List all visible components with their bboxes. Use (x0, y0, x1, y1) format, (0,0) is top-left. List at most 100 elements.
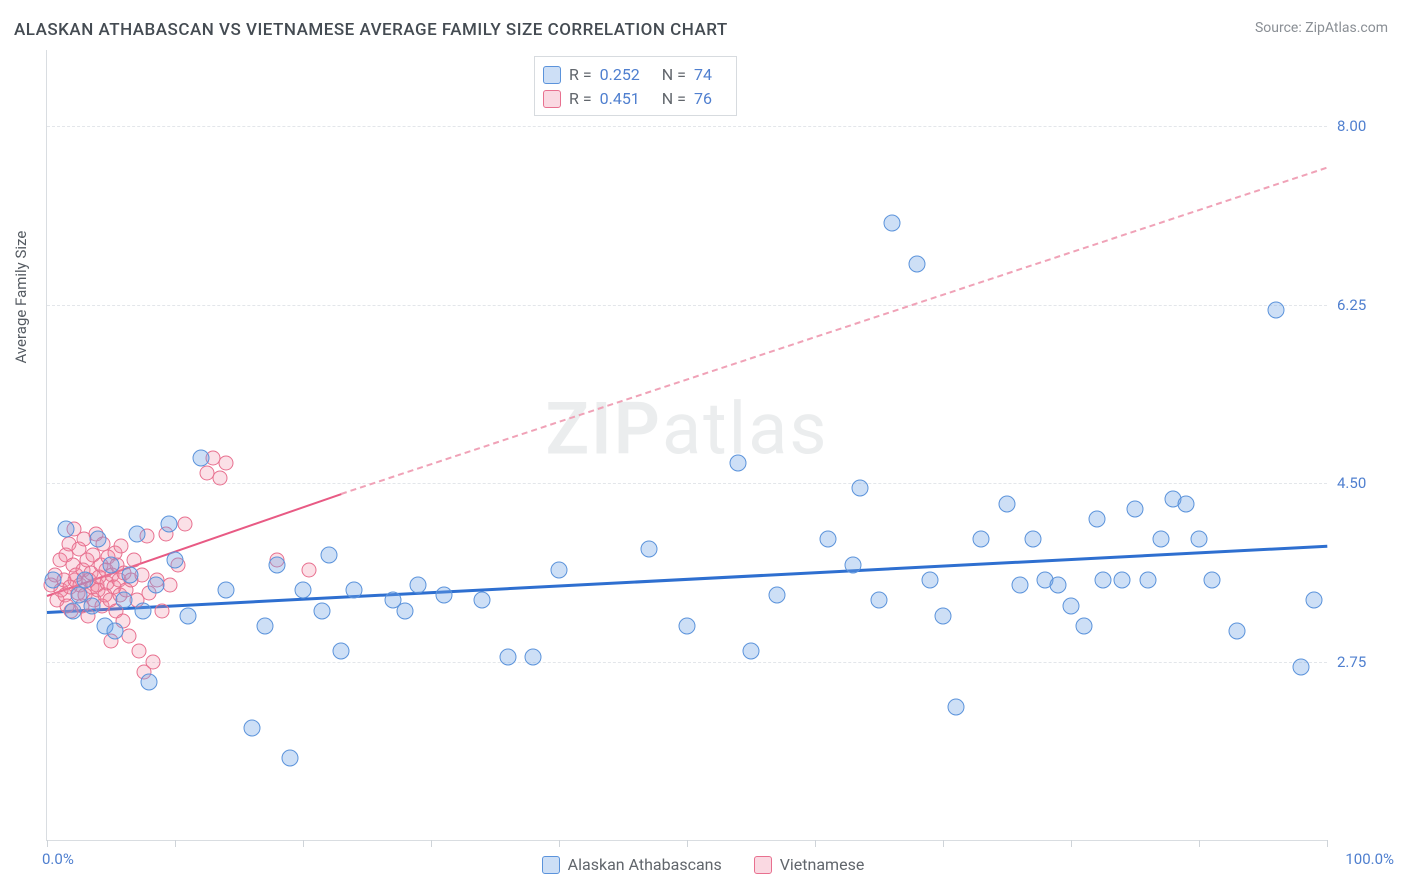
data-point-blue (295, 582, 312, 599)
r-value: 0.451 (600, 87, 640, 111)
data-point-blue (922, 572, 939, 589)
data-point-blue (160, 516, 177, 533)
legend-item-blue: Alaskan Athabascans (542, 855, 722, 874)
data-point-blue (1139, 572, 1156, 589)
data-point-blue (1088, 510, 1105, 527)
gridline (47, 662, 1327, 663)
data-point-blue (1306, 592, 1323, 609)
data-point-pink (146, 654, 161, 669)
data-point-blue (122, 566, 139, 583)
data-point-blue (909, 256, 926, 273)
data-point-blue (1011, 577, 1028, 594)
r-label: R = (569, 87, 592, 111)
data-point-pink (178, 517, 193, 532)
legend-label: Alaskan Athabascans (568, 855, 722, 874)
data-point-blue (269, 556, 286, 573)
data-point-blue (474, 592, 491, 609)
data-point-blue (1267, 301, 1284, 318)
data-point-pink (114, 539, 129, 554)
watermark: ZIPatlas (545, 387, 828, 472)
swatch-pink-icon (543, 90, 561, 108)
x-tick (943, 840, 944, 847)
data-point-blue (1178, 495, 1195, 512)
data-point-blue (58, 521, 75, 538)
data-point-pink (162, 578, 177, 593)
swatch-blue-icon (542, 856, 560, 874)
x-tick (47, 840, 48, 847)
gridline (47, 483, 1327, 484)
data-point-blue (1229, 623, 1246, 640)
data-point-blue (1152, 531, 1169, 548)
data-point-blue (1024, 531, 1041, 548)
data-point-blue (679, 617, 696, 634)
legend-stats-row-blue: R = 0.252 N = 74 (543, 63, 726, 87)
data-point-blue (1191, 531, 1208, 548)
data-point-blue (851, 480, 868, 497)
data-point-blue (435, 587, 452, 604)
source-attribution: Source: ZipAtlas.com (1255, 20, 1388, 36)
legend-item-pink: Vietnamese (754, 855, 865, 874)
data-point-blue (1293, 658, 1310, 675)
data-point-blue (410, 577, 427, 594)
data-point-blue (192, 449, 209, 466)
data-point-blue (90, 531, 107, 548)
data-point-blue (1063, 597, 1080, 614)
n-value: 76 (694, 87, 712, 111)
n-label: N = (662, 87, 686, 111)
data-point-blue (135, 602, 152, 619)
data-point-blue (640, 541, 657, 558)
n-value: 74 (694, 63, 712, 87)
data-point-blue (768, 587, 785, 604)
x-tick (1327, 840, 1328, 847)
data-point-blue (935, 607, 952, 624)
r-value: 0.252 (600, 63, 640, 87)
data-point-blue (499, 648, 516, 665)
y-tick-label: 8.00 (1337, 117, 1366, 135)
data-point-blue (819, 531, 836, 548)
data-point-pink (155, 603, 170, 618)
data-point-pink (132, 644, 147, 659)
data-point-blue (147, 577, 164, 594)
data-point-blue (1114, 572, 1131, 589)
gridline (47, 126, 1327, 127)
chart-title: ALASKAN ATHABASCAN VS VIETNAMESE AVERAGE… (14, 20, 728, 40)
data-point-blue (1127, 500, 1144, 517)
data-point-pink (219, 455, 234, 470)
x-tick (1071, 840, 1072, 847)
y-axis-label: Average Family Size (12, 231, 30, 364)
data-point-blue (103, 556, 120, 573)
n-label: N = (662, 63, 686, 87)
data-point-blue (871, 592, 888, 609)
data-point-blue (973, 531, 990, 548)
legend-label: Vietnamese (780, 855, 865, 874)
data-point-blue (106, 623, 123, 640)
data-point-blue (743, 643, 760, 660)
legend-stats-row-pink: R = 0.451 N = 76 (543, 87, 726, 111)
data-point-blue (115, 592, 132, 609)
legend-stats: R = 0.252 N = 74 R = 0.451 N = 76 (534, 56, 737, 116)
data-point-blue (243, 719, 260, 736)
data-point-blue (999, 495, 1016, 512)
x-tick (175, 840, 176, 847)
data-point-blue (947, 699, 964, 716)
data-point-blue (551, 561, 568, 578)
gridline (47, 305, 1327, 306)
y-tick-label: 4.50 (1337, 474, 1366, 492)
data-point-blue (179, 607, 196, 624)
data-point-blue (1050, 577, 1067, 594)
data-point-pink (302, 562, 317, 577)
data-point-pink (121, 629, 136, 644)
data-point-blue (397, 602, 414, 619)
y-tick-label: 6.25 (1337, 296, 1366, 314)
data-point-blue (845, 556, 862, 573)
data-point-blue (218, 582, 235, 599)
data-point-blue (1075, 617, 1092, 634)
swatch-pink-icon (754, 856, 772, 874)
watermark-zip: ZIP (545, 387, 661, 472)
data-point-blue (1203, 572, 1220, 589)
data-point-blue (128, 526, 145, 543)
data-point-blue (320, 546, 337, 563)
data-point-blue (83, 597, 100, 614)
data-point-pink (212, 471, 227, 486)
data-point-blue (333, 643, 350, 660)
